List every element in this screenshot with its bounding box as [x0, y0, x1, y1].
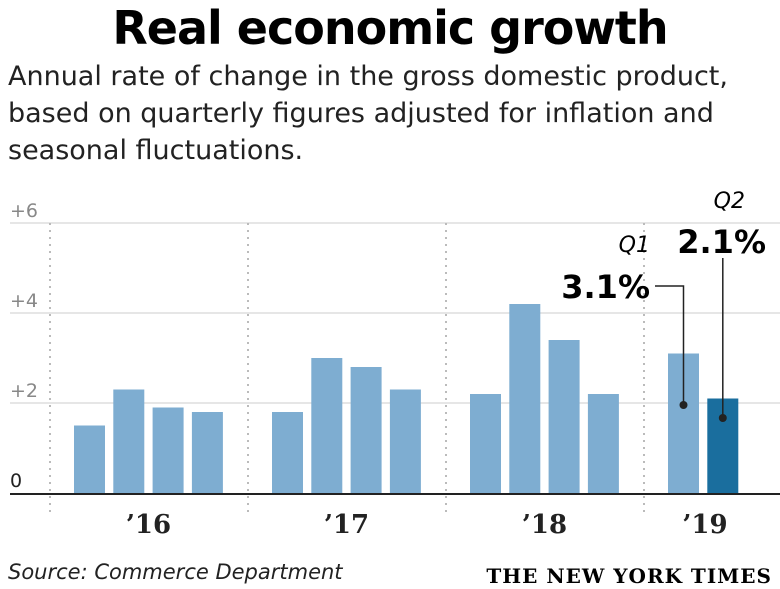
x-group-label: ’19 [682, 510, 727, 540]
y-tick-label: +2 [10, 380, 38, 402]
chart-title: Real economic growth [112, 1, 668, 55]
annotation-q1-label: Q1 [619, 233, 650, 258]
y-tick-label: +6 [10, 200, 38, 222]
bar [191, 412, 223, 493]
source-note: Source: Commerce Department [8, 560, 343, 584]
bar [311, 358, 343, 493]
annotation-q2-value: 2.1% [677, 223, 766, 261]
x-group-label: ’17 [324, 510, 369, 540]
y-tick-label: +4 [10, 290, 38, 312]
bar [389, 389, 421, 493]
bar [350, 367, 382, 493]
annotation-q1-value: 3.1% [561, 268, 650, 306]
x-group-label: ’18 [522, 510, 567, 540]
x-group-label: ’16 [126, 510, 171, 540]
y-tick-label: 0 [10, 470, 22, 492]
bar [548, 340, 580, 493]
bar [509, 304, 541, 493]
annotation-dot [718, 414, 727, 422]
bar [470, 394, 501, 493]
annotation-dot [679, 401, 688, 409]
bar [587, 394, 619, 493]
bar-chart: 0 +2 +4 +6 ’16 ’17 ’18 ’19 Q1 3.1% Q2 2.1% [10, 189, 780, 540]
annotation-line [655, 285, 685, 405]
baseline [10, 493, 780, 495]
bar [113, 389, 145, 493]
credit-logo: THE NEW YORK TIMES [486, 564, 772, 588]
annotation-q2-label: Q2 [714, 189, 745, 214]
bar [152, 407, 184, 493]
chart-subtitle: Annual rate of change in the gross domes… [8, 61, 728, 166]
bar [74, 425, 105, 493]
bar [272, 412, 303, 493]
